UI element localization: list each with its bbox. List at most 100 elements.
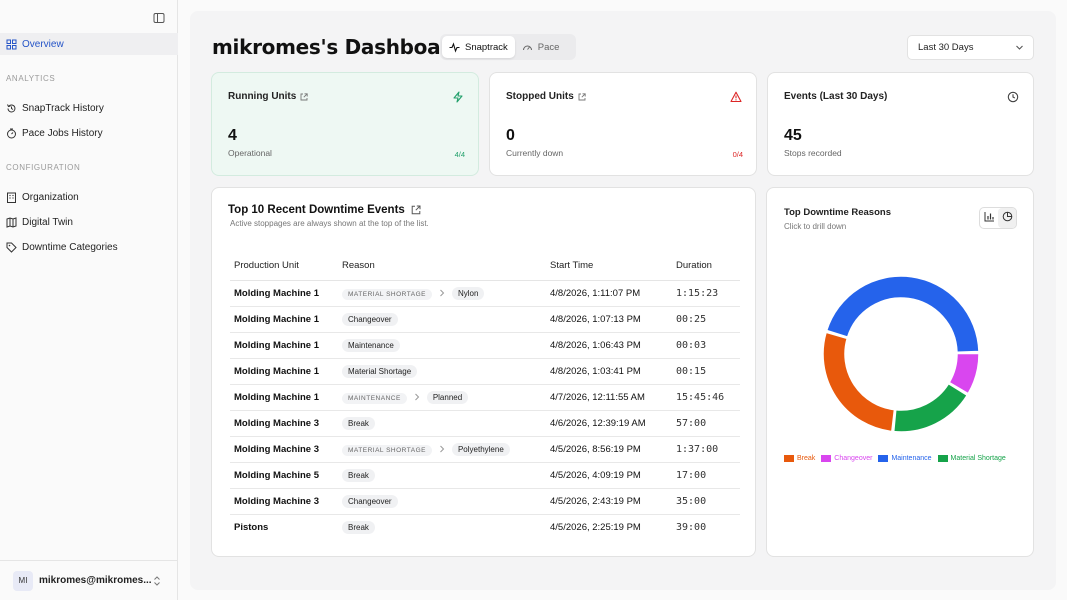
- column-header: Reason: [338, 252, 546, 281]
- chevron-updown-icon: [152, 575, 162, 587]
- table-row[interactable]: Molding Machine 1 Material Shortage 4/8/20…: [230, 358, 740, 385]
- start-time-cell: 4/5/2026, 2:25:19 PM: [550, 521, 641, 533]
- downtime-table: Production Unit Reason Start Time Durati…: [230, 252, 740, 540]
- stopped-units-card[interactable]: Stopped Units 0 Currently down 0/4: [489, 72, 757, 176]
- sidebar-item-overview[interactable]: Overview: [0, 33, 178, 55]
- duration-cell: 17:00: [672, 462, 740, 489]
- legend-item[interactable]: Changeover: [821, 455, 872, 462]
- table-row[interactable]: Molding Machine 3 Changeover 4/5/2026, 2:4…: [230, 488, 740, 515]
- sidebar-item-snaptrack-history[interactable]: SnapTrack History: [0, 97, 178, 119]
- reason-cell: Maintenance: [338, 332, 546, 359]
- reason-badge: Changeover: [342, 312, 398, 326]
- reason-category-badge: MATERIAL SHORTAGE: [342, 288, 432, 300]
- sidebar-item-label: Downtime Categories: [22, 241, 118, 253]
- chart-subtitle: Click to drill down: [784, 222, 847, 231]
- production-unit-cell: Molding Machine 3: [230, 436, 338, 463]
- production-unit-cell: Molding Machine 3: [230, 410, 338, 437]
- duration-cell: 35:00: [672, 488, 740, 515]
- downtime-events-card: Top 10 Recent Downtime Events Active sto…: [211, 187, 756, 557]
- tab-pace[interactable]: Pace: [515, 36, 567, 58]
- reason-cell: Break: [338, 410, 546, 437]
- bar-chart-button[interactable]: [980, 208, 998, 228]
- table-row[interactable]: Molding Machine 3 MATERIAL SHORTAGE Polyet…: [230, 436, 740, 463]
- donut-slice-break[interactable]: [822, 331, 896, 433]
- map-icon: [6, 216, 17, 228]
- running-units-value: 4: [228, 127, 237, 144]
- reason-cell: Break: [338, 462, 546, 489]
- lightning-icon: [452, 91, 464, 103]
- running-units-ratio: 4/4: [454, 150, 465, 159]
- start-time-cell: 4/8/2026, 1:06:43 PM: [546, 332, 672, 359]
- table-row[interactable]: Molding Machine 1 Changeover 4/8/2026, 1:0…: [230, 306, 740, 333]
- chevron-down-icon: [1015, 43, 1024, 52]
- table-row[interactable]: Molding Machine 1 Maintenance 4/8/2026, 1:…: [230, 332, 740, 359]
- running-units-card[interactable]: Running Units 4 Operational 4/4: [211, 72, 479, 176]
- donut-slice-material-shortage[interactable]: [892, 382, 969, 433]
- table-header-row: Production Unit Reason Start Time Durati…: [230, 252, 740, 281]
- date-range-value: Last 30 Days: [918, 42, 974, 53]
- table-row[interactable]: Molding Machine 5 Break 4/5/2026, 4:09:19 …: [230, 462, 740, 489]
- avatar: MI: [13, 570, 33, 591]
- reason-badge: Break: [342, 416, 375, 430]
- events-sub: Stops recorded: [784, 148, 842, 158]
- stopped-units-sub: Currently down: [506, 148, 564, 158]
- table-row[interactable]: Pistons Break 4/5/2026, 2:25:19 PM 39:00: [230, 514, 740, 540]
- external-link-icon[interactable]: [300, 92, 308, 101]
- stopped-units-ratio: 0/4: [732, 150, 743, 159]
- legend-label: Material Shortage: [950, 455, 1006, 462]
- sidebar-item-downtime-categories[interactable]: Downtime Categories: [0, 236, 178, 258]
- reason-cell: MAINTENANCE Planned: [338, 384, 546, 411]
- sidebar-item-pace-jobs-history[interactable]: Pace Jobs History: [0, 122, 178, 144]
- sidebar-item-label: Pace Jobs History: [22, 127, 103, 139]
- start-time-cell: 4/8/2026, 1:03:41 PM: [546, 358, 672, 385]
- table-row[interactable]: Molding Machine 3 Break 4/6/2026, 12:39:19…: [230, 410, 740, 437]
- legend-item[interactable]: Break: [784, 455, 815, 462]
- chevron-right-icon: [439, 289, 445, 297]
- column-header: Start Time: [546, 252, 672, 281]
- tab-snaptrack[interactable]: Snaptrack: [442, 36, 515, 58]
- duration-cell: 00:15: [672, 358, 740, 385]
- sidebar-toggle-icon[interactable]: [153, 12, 165, 24]
- production-unit-cell: Molding Machine 5: [230, 462, 338, 489]
- start-time-cell: 4/8/2026, 1:11:07 PM: [546, 280, 672, 307]
- start-time-cell: 4/8/2026, 1:07:13 PM: [546, 306, 672, 333]
- duration-cell: 57:00: [672, 410, 740, 437]
- bar-chart-icon: [984, 211, 995, 225]
- table-row[interactable]: Molding Machine 1 MAINTENANCE Planned 4/7/2…: [230, 384, 740, 411]
- running-units-title: Running Units: [228, 91, 308, 102]
- legend-item[interactable]: Maintenance: [878, 455, 932, 462]
- start-time-cell: 4/5/2026, 4:09:19 PM: [546, 462, 672, 489]
- reason-badge: Changeover: [342, 494, 398, 508]
- reason-cell: Material Shortage: [338, 358, 546, 385]
- production-unit-cell: Molding Machine 1: [230, 306, 338, 333]
- duration-cell: 1:15:23: [672, 280, 740, 307]
- pie-chart-icon: [1002, 211, 1013, 225]
- start-time-cell: 4/7/2026, 12:11:55 AM: [546, 384, 672, 411]
- donut-slice-changeover[interactable]: [948, 352, 980, 395]
- gauge-icon: [522, 42, 533, 53]
- donut-chart: [822, 275, 980, 433]
- table-row[interactable]: Molding Machine 1 MATERIAL SHORTAGE Nylon 4…: [230, 280, 740, 307]
- legend-item[interactable]: Material Shortage: [937, 455, 1006, 462]
- user-menu[interactable]: MI mikromes@mikromes...: [0, 560, 178, 600]
- pie-chart-button[interactable]: [998, 208, 1016, 228]
- chevron-right-icon: [414, 393, 420, 401]
- main-content: mikromes's Dashboard Snaptrack Pace Last…: [190, 11, 1056, 590]
- reason-cell: Changeover: [338, 306, 546, 333]
- section-configuration: CONFIGURATION: [6, 163, 81, 172]
- sidebar-item-organization[interactable]: Organization: [0, 186, 178, 208]
- reason-badge: Break: [342, 468, 375, 482]
- legend-swatch: [937, 455, 948, 462]
- legend-label: Break: [797, 455, 816, 462]
- sidebar-item-label: Organization: [22, 191, 79, 203]
- sidebar-item-digital-twin[interactable]: Digital Twin: [0, 211, 178, 233]
- external-link-icon[interactable]: [578, 92, 586, 101]
- downtime-events-label: Top 10 Recent Downtime Events: [228, 204, 405, 216]
- reason-badge: Planned: [426, 390, 469, 404]
- external-link-icon[interactable]: [411, 205, 421, 215]
- downtime-reasons-card: Top Downtime Reasons Click to drill down…: [766, 187, 1034, 557]
- donut-slice-maintenance[interactable]: [825, 275, 980, 353]
- date-range-select[interactable]: Last 30 Days: [907, 35, 1034, 60]
- view-switcher: Snaptrack Pace: [440, 34, 576, 60]
- reason-badge: Nylon: [451, 286, 485, 300]
